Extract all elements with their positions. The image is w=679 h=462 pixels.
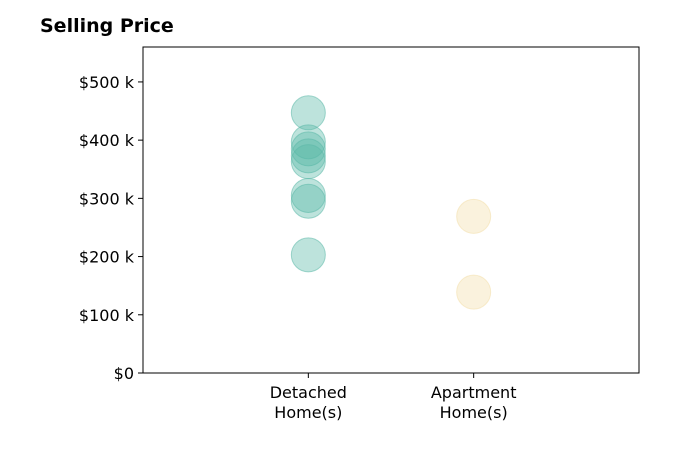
y-tick-label: $200 k <box>79 248 135 267</box>
data-point <box>290 144 326 180</box>
plot-area-frame <box>142 46 640 374</box>
x-tick-label: Home(s) <box>274 403 342 422</box>
data-points <box>290 95 492 310</box>
data-point <box>290 95 326 131</box>
y-tick-label: $500 k <box>79 73 135 92</box>
data-point <box>290 124 326 160</box>
y-tick-label: $300 k <box>79 189 135 208</box>
data-point <box>456 198 492 234</box>
x-tick-label: Apartment <box>431 383 517 402</box>
y-tick-label: $100 k <box>79 306 135 325</box>
data-point <box>290 237 326 273</box>
y-tick-label: $0 <box>114 364 134 383</box>
data-point <box>290 183 326 219</box>
x-tick-label: Detached <box>270 383 347 402</box>
y-tick-label: $400 k <box>79 131 135 150</box>
chart-title: Selling Price <box>40 15 174 37</box>
y-axis: $0 $100 k $200 k $300 k $400 k $500 k <box>79 73 143 383</box>
data-point <box>456 274 492 310</box>
x-tick-label: Home(s) <box>440 403 508 422</box>
data-point <box>290 131 326 167</box>
